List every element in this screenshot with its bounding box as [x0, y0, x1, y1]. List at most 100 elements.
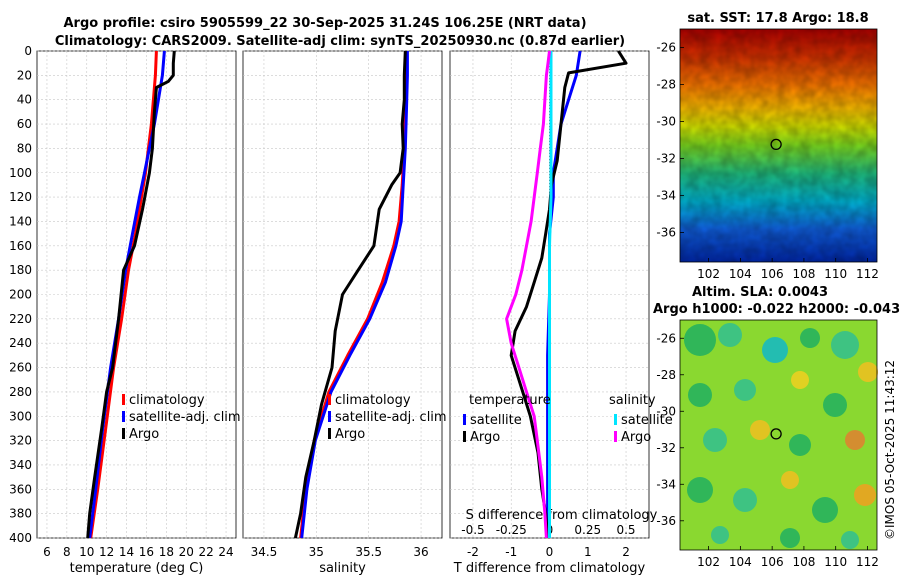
difference-profile-plot: -2 -1 0 1 2 T difference from climatology S di…	[449, 50, 673, 576]
sla-eddy	[718, 323, 742, 347]
map-x-tick-label: 106	[761, 555, 784, 569]
sla-eddy	[823, 393, 847, 417]
map-x-tick-label: 110	[824, 267, 847, 281]
y-tick-label: 320	[9, 434, 32, 448]
x-tick-label: 35	[309, 545, 324, 559]
legend-swatch	[328, 411, 331, 422]
sla-map-title-line2: Argo h1000: -0.022 h2000: -0.043	[653, 302, 900, 317]
x-tick-label: 24	[218, 545, 233, 559]
y-tick-label: 240	[9, 336, 32, 350]
x-tick-label: -2	[467, 545, 479, 559]
y-tick-label: 0	[24, 44, 32, 58]
x-tick-label: 0	[546, 545, 554, 559]
y-tick-label: 360	[9, 482, 32, 496]
sla-eddy	[750, 420, 770, 440]
y-tick-label: 160	[9, 239, 32, 253]
legend-label: satellite-adj. clim	[129, 410, 241, 425]
x-tick-label: 22	[199, 545, 214, 559]
map-y-tick-label: -34	[656, 477, 676, 491]
sla-eddy	[780, 528, 800, 548]
legend-swatch	[614, 414, 617, 425]
legend-label: Argo	[470, 430, 500, 445]
figure-title-line2: Climatology: CARS2009. Satellite-adj cli…	[55, 34, 625, 49]
map-y-tick-label: -30	[656, 114, 676, 128]
sla-eddy	[762, 337, 788, 363]
sla-map: Altim. SLA: 0.0043 Argo h1000: -0.022 h2…	[653, 285, 900, 569]
y-tick-label: 340	[9, 458, 32, 472]
map-x-tick-label: 106	[761, 267, 784, 281]
x-tick-label: 8	[63, 545, 71, 559]
legend-swatch	[328, 394, 331, 405]
legend-label: satellite	[470, 413, 522, 428]
legend-swatch	[328, 428, 331, 439]
sst-map-title: sat. SST: 17.8 Argo: 18.8	[687, 11, 868, 26]
figure-title-line1: Argo profile: csiro 5905599_22 30-Sep-20…	[63, 16, 586, 31]
sst-argo-location-marker	[770, 138, 782, 151]
y-tick-label: 180	[9, 263, 32, 277]
y-tick-label: 200	[9, 288, 32, 302]
x-tick-label: 10	[79, 545, 94, 559]
y-tick-label: 300	[9, 409, 32, 423]
x-tick-label: 18	[159, 545, 174, 559]
x-tick-label: 36	[413, 545, 428, 559]
x2-axis-label: S difference from climatology	[466, 508, 658, 523]
map-y-tick-label: -34	[656, 188, 676, 202]
sla-eddy	[854, 484, 876, 506]
legend-label: climatology	[335, 393, 411, 408]
sla-eddy	[687, 477, 713, 503]
legend-swatch	[122, 394, 125, 405]
map-y-tick-label: -28	[656, 77, 676, 91]
legend-swatch	[122, 428, 125, 439]
x-tick-label: 2	[622, 545, 630, 559]
map-y-tick-label: -30	[656, 404, 676, 418]
sla-eddy	[781, 471, 799, 489]
x-tick-label: 35.5	[355, 545, 382, 559]
sla-map-frame	[679, 319, 878, 551]
series-line-satellite-adj-clim	[300, 51, 409, 539]
y-tick-label: 40	[17, 93, 32, 107]
temperature-profile-plot: 0 20 40 60 80 100 120 140 160 180 200 220 240 260 280 3…	[9, 44, 241, 576]
legend-label: satellite	[621, 413, 673, 428]
x2-tick-label: 0.25	[574, 523, 601, 537]
sla-eddy	[812, 497, 838, 523]
sla-eddy	[841, 531, 859, 549]
x-axis-label: temperature (deg C)	[70, 561, 204, 576]
map-y-tick-label: -36	[656, 514, 676, 528]
x-tick-label: -1	[505, 545, 517, 559]
x2-tick-label: 0.5	[616, 523, 635, 537]
sla-eddy	[858, 362, 878, 382]
map-y-tick-label: -32	[656, 441, 676, 455]
map-y-tick-label: -26	[656, 40, 676, 54]
x2-tick-label: -0.5	[461, 523, 484, 537]
map-y-tick-label: -28	[656, 368, 676, 382]
sst-map-frame	[679, 28, 878, 263]
x-tick-label: 34.5	[251, 545, 278, 559]
legend-label: Argo	[335, 427, 365, 442]
y-tick-label: 400	[9, 531, 32, 545]
series-line-argo	[293, 50, 407, 539]
legend-label: satellite-adj. clim	[335, 410, 447, 425]
y-tick-label: 100	[9, 166, 32, 180]
salinity-profile-plot: 34.5 35 35.5 36 salinity climatology satellite…	[242, 50, 447, 576]
sla-eddy	[845, 430, 865, 450]
map-x-tick-label: 102	[697, 555, 720, 569]
map-x-tick-label: 112	[856, 267, 879, 281]
sla-eddy	[711, 526, 729, 544]
legend-label: Argo	[129, 427, 159, 442]
y-tick-label: 380	[9, 507, 32, 521]
map-y-tick-label: -32	[656, 151, 676, 165]
sla-map-title-line1: Altim. SLA: 0.0043	[692, 285, 828, 300]
sla-eddy	[734, 379, 756, 401]
sla-argo-location-marker	[770, 428, 782, 440]
x2-tick-label: -0.25	[496, 523, 527, 537]
legend-swatch	[614, 431, 617, 442]
x-tick-label: 20	[179, 545, 194, 559]
y-tick-label: 220	[9, 312, 32, 326]
sla-eddy	[789, 434, 811, 456]
y-tick-label: 280	[9, 385, 32, 399]
imos-watermark: ©IMOS 05-Oct-2025 11:43:12	[883, 360, 897, 540]
y-tick-label: 20	[17, 68, 32, 82]
sst-map: sat. SST: 17.8 Argo: 18.8 102 104 106 108 11…	[656, 11, 879, 281]
sla-eddy	[703, 428, 727, 452]
